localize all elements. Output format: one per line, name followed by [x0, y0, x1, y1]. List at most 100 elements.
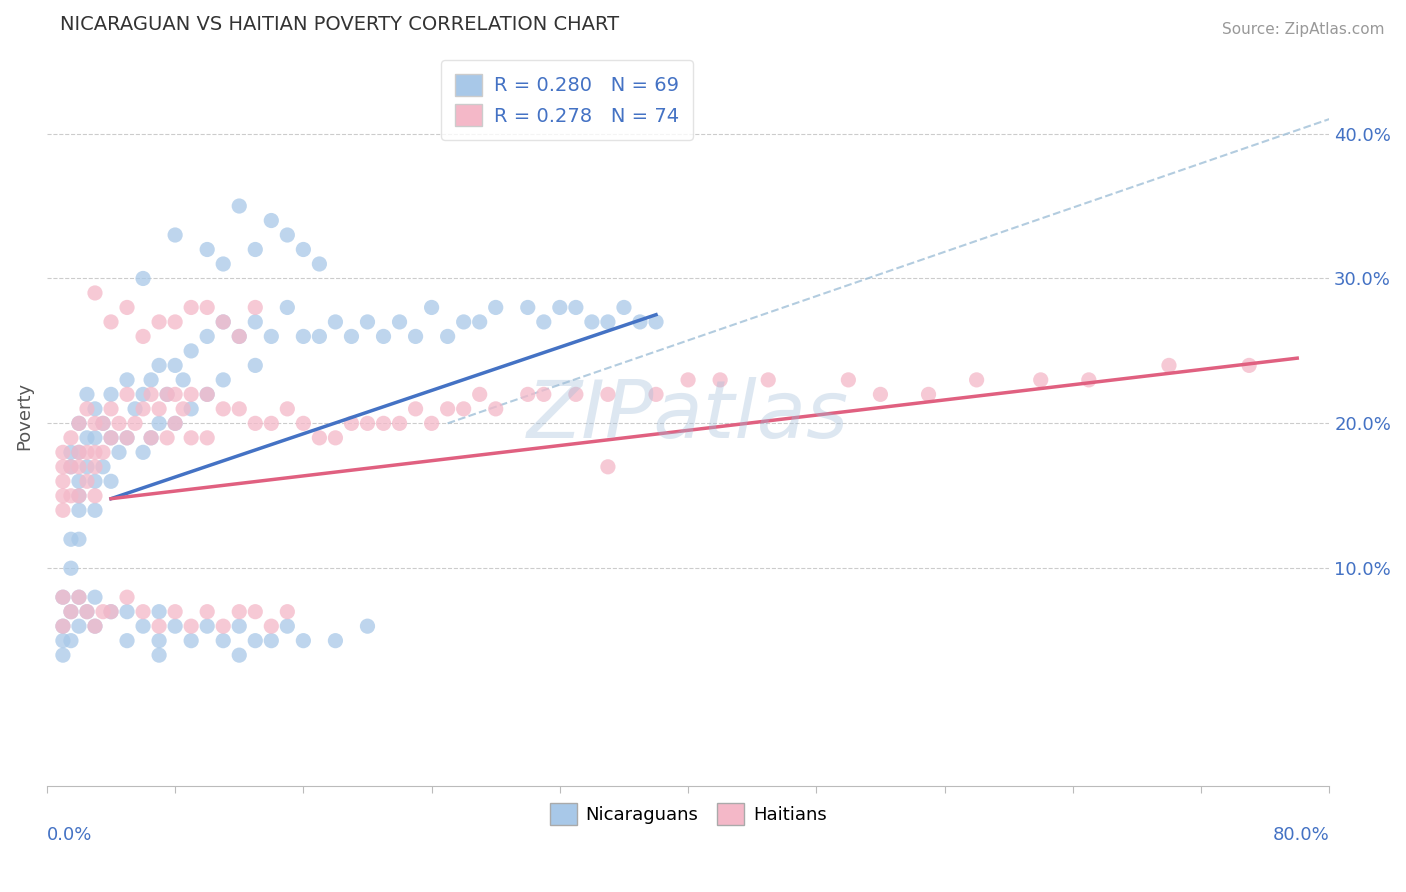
Text: Source: ZipAtlas.com: Source: ZipAtlas.com — [1222, 22, 1385, 37]
Point — [212, 401, 235, 416]
Point — [388, 315, 411, 329]
Point — [709, 373, 731, 387]
Point — [436, 401, 458, 416]
Point — [132, 329, 155, 343]
Point — [132, 445, 155, 459]
Point — [76, 445, 98, 459]
Point — [132, 387, 155, 401]
Point — [52, 591, 75, 605]
Point — [581, 315, 603, 329]
Point — [165, 605, 187, 619]
Point — [453, 315, 475, 329]
Point — [139, 373, 162, 387]
Text: 80.0%: 80.0% — [1272, 826, 1329, 844]
Point — [156, 431, 179, 445]
Point — [132, 619, 155, 633]
Point — [356, 417, 378, 431]
Point — [212, 257, 235, 271]
Point — [292, 417, 315, 431]
Point — [292, 633, 315, 648]
Point — [59, 459, 82, 474]
Point — [165, 315, 187, 329]
Point — [67, 459, 90, 474]
Point — [67, 591, 90, 605]
Point — [52, 475, 75, 489]
Point — [100, 315, 122, 329]
Point — [76, 459, 98, 474]
Point — [165, 359, 187, 373]
Point — [100, 605, 122, 619]
Point — [228, 329, 250, 343]
Point — [917, 387, 939, 401]
Text: NICARAGUAN VS HAITIAN POVERTY CORRELATION CHART: NICARAGUAN VS HAITIAN POVERTY CORRELATIO… — [59, 15, 619, 34]
Point — [180, 401, 202, 416]
Point — [245, 605, 267, 619]
Point — [1077, 373, 1099, 387]
Point — [84, 619, 107, 633]
Point — [195, 605, 218, 619]
Point — [132, 401, 155, 416]
Point — [91, 417, 114, 431]
Point — [84, 503, 107, 517]
Point — [966, 373, 988, 387]
Point — [260, 213, 283, 227]
Point — [148, 619, 170, 633]
Point — [67, 417, 90, 431]
Point — [52, 459, 75, 474]
Point — [228, 199, 250, 213]
Point — [59, 561, 82, 575]
Point — [84, 401, 107, 416]
Point — [276, 301, 298, 315]
Point — [115, 387, 138, 401]
Point — [100, 387, 122, 401]
Point — [516, 387, 538, 401]
Point — [420, 417, 443, 431]
Point — [115, 431, 138, 445]
Point — [245, 417, 267, 431]
Point — [67, 475, 90, 489]
Point — [180, 301, 202, 315]
Point — [91, 445, 114, 459]
Point — [115, 591, 138, 605]
Point — [172, 401, 194, 416]
Point — [67, 445, 90, 459]
Point — [180, 619, 202, 633]
Point — [139, 387, 162, 401]
Point — [388, 417, 411, 431]
Point — [628, 315, 651, 329]
Point — [67, 489, 90, 503]
Text: 0.0%: 0.0% — [46, 826, 93, 844]
Point — [59, 605, 82, 619]
Point — [212, 315, 235, 329]
Point — [84, 459, 107, 474]
Point — [52, 648, 75, 662]
Point — [1237, 359, 1260, 373]
Point — [356, 315, 378, 329]
Point — [195, 329, 218, 343]
Text: ZIPatlas: ZIPatlas — [527, 377, 849, 455]
Point — [195, 387, 218, 401]
Point — [84, 475, 107, 489]
Point — [52, 445, 75, 459]
Point — [91, 605, 114, 619]
Point — [212, 633, 235, 648]
Point — [340, 329, 363, 343]
Point — [405, 401, 427, 416]
Point — [308, 257, 330, 271]
Point — [67, 445, 90, 459]
Point — [276, 227, 298, 242]
Point — [596, 315, 619, 329]
Point — [340, 417, 363, 431]
Point — [84, 431, 107, 445]
Point — [115, 301, 138, 315]
Point — [195, 301, 218, 315]
Point — [115, 605, 138, 619]
Point — [148, 315, 170, 329]
Point — [148, 359, 170, 373]
Point — [260, 619, 283, 633]
Point — [516, 301, 538, 315]
Point — [292, 243, 315, 257]
Point — [52, 489, 75, 503]
Point — [325, 633, 347, 648]
Point — [100, 605, 122, 619]
